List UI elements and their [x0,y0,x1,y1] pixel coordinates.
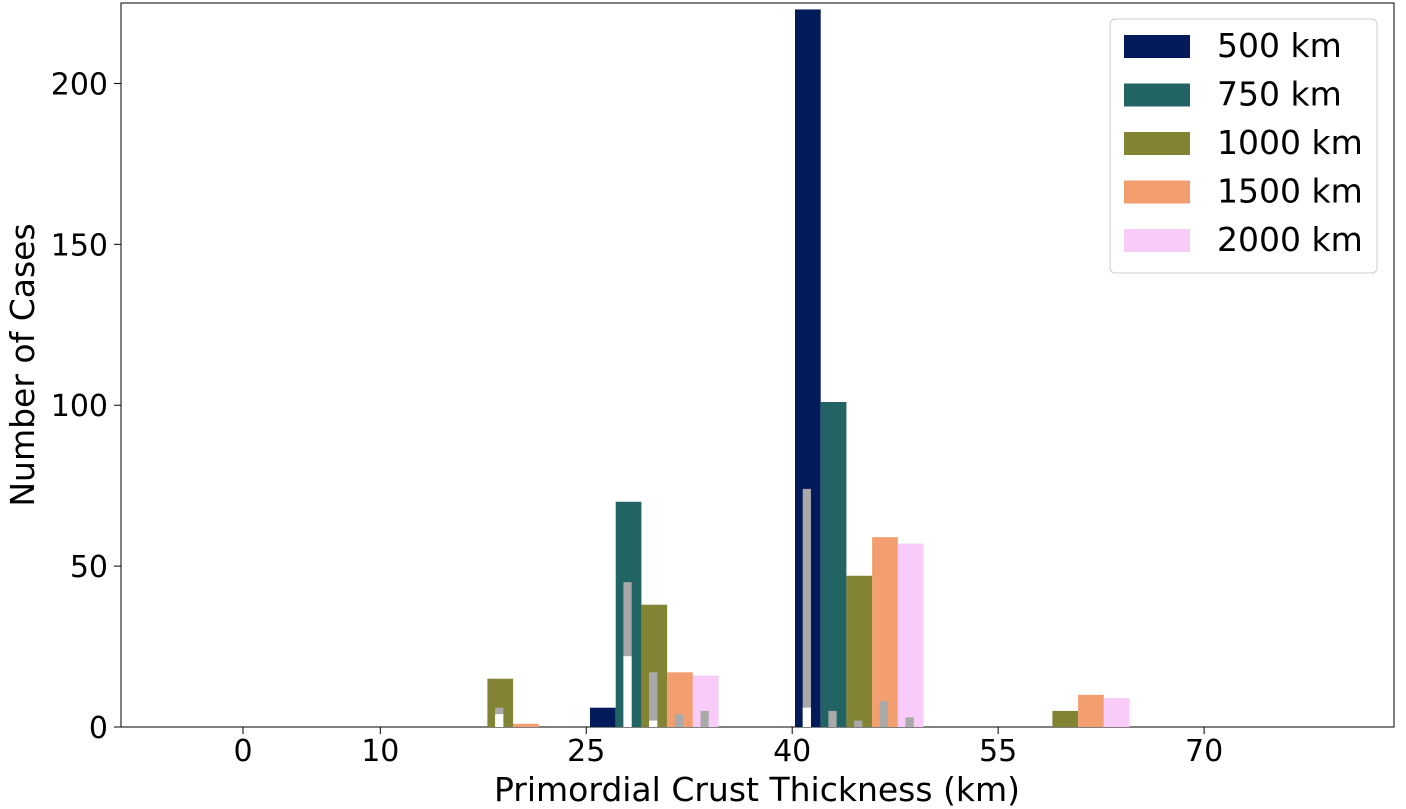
x-tick-label: 55 [979,734,1017,769]
bar-2000-km-at-55 [1103,698,1130,727]
legend-swatch [1124,229,1190,252]
bars-layer [487,9,1130,728]
bar-1000-km-at-55 [1052,710,1079,727]
x-axis-ticks: 0 10 25 40 55 70 [233,727,1223,769]
bar-750-km-at-40 [820,402,847,727]
overlay-gray-bar [879,701,889,727]
x-tick-label: 0 [233,734,252,769]
overlay-gray-bar [905,717,914,727]
plot-frame [120,2,1395,728]
y-axis-label: Number of Cases [3,223,42,506]
legend-label: 2000 km [1217,220,1363,259]
overlay-gray-bar [802,488,811,727]
overlay-gray-bar [649,672,658,727]
overlay-gray-bar [623,582,632,727]
y-tick-label: 150 [51,228,108,263]
legend-label: 500 km [1217,26,1342,65]
overlay-white-bar [623,656,632,727]
y-tick-label: 50 [70,550,108,585]
y-tick-label: 0 [89,711,108,746]
y-tick-label: 200 [51,67,108,102]
bar-1500-km-at-40 [872,537,898,727]
x-tick-label: 10 [361,734,399,769]
legend-label: 1000 km [1217,123,1363,162]
bar-1000-km-at-40 [846,575,873,727]
legend-swatch [1124,83,1190,107]
legend-label: 1500 km [1217,172,1363,211]
overlay-white-bar [649,720,658,727]
overlay-white-bar [495,714,504,727]
legend-swatch [1124,132,1190,155]
legend-frame [1109,18,1378,274]
bar-500-km-at-25 [590,707,616,727]
overlay-gray-bar [854,720,863,727]
overlay-gray-bar [674,714,684,727]
x-tick-label: 40 [773,734,811,769]
y-tick-label: 100 [51,389,108,424]
y-axis-ticks: 0 50 100 150 200 [51,67,121,746]
x-tick-label: 70 [1185,734,1223,769]
bar-1500-km-at-55 [1078,694,1104,727]
legend-swatch [1124,180,1190,204]
x-axis-label: Primordial Crust Thickness (km) [494,770,1020,809]
overlay-white-bar [802,707,811,727]
legend: 500 km 750 km 1000 km 1500 km 2000 km [1109,18,1378,274]
bar-2000-km-at-40 [897,543,924,727]
legend-swatch [1124,35,1190,58]
x-tick-label: 25 [567,734,605,769]
overlay-gray-bar [700,710,709,727]
bar-1500-km-at-10 [513,723,539,727]
overlay-gray-bar [828,710,837,727]
legend-label: 750 km [1217,75,1342,114]
